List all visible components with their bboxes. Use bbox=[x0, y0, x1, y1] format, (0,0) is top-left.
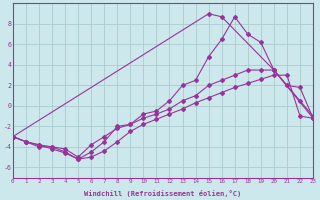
X-axis label: Windchill (Refroidissement éolien,°C): Windchill (Refroidissement éolien,°C) bbox=[84, 190, 242, 197]
